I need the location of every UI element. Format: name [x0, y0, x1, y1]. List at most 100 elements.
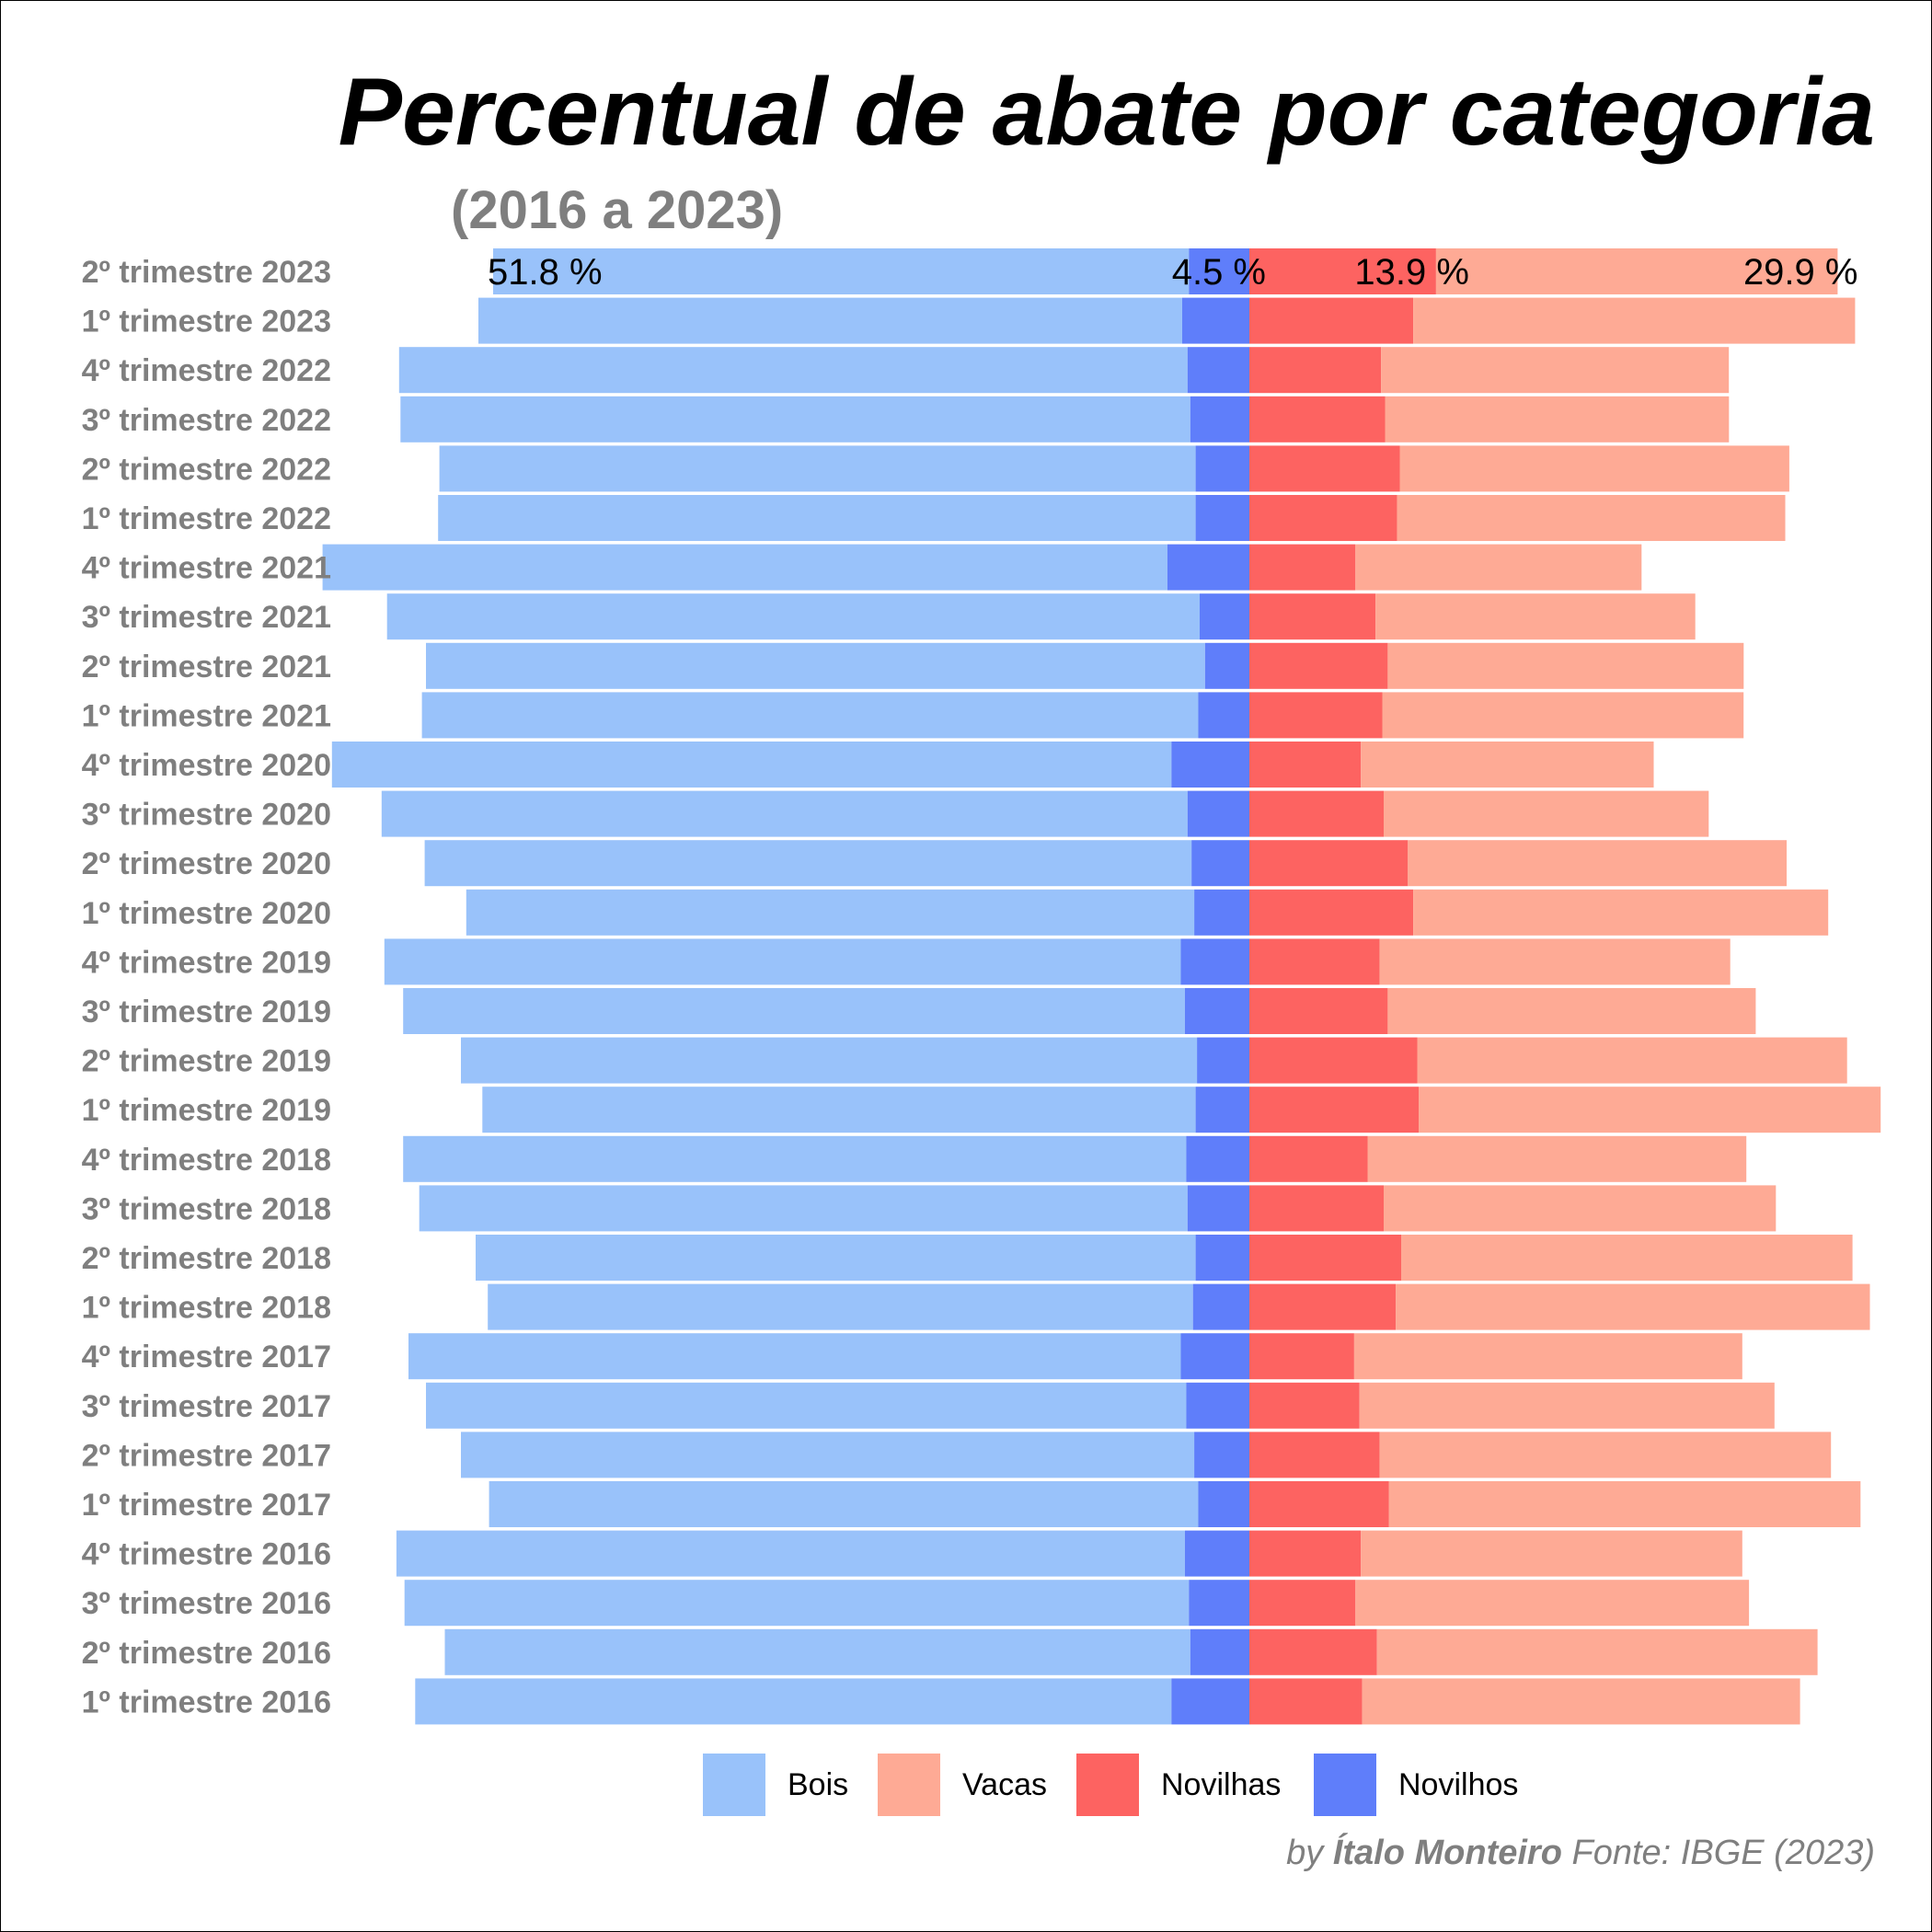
bar-vacas-1-trimestre-2023 — [1413, 297, 1856, 344]
bar-novilhas-3-trimestre-2017 — [1249, 1382, 1360, 1429]
bar-novilhos-2-trimestre-2022 — [1195, 445, 1249, 492]
bar-novilhas-1-trimestre-2022 — [1249, 495, 1397, 541]
bar-novilhos-4-trimestre-2016 — [1184, 1530, 1249, 1577]
diverging-bar-chart: 2º trimestre 2023 1º trimestre 2023 4º tri… — [82, 248, 1881, 1725]
tick-label-2-trimestre-2017: 2º trimestre 2017 — [82, 1438, 331, 1473]
bar-vacas-4-trimestre-2016 — [1361, 1530, 1742, 1577]
bar-vacas-1-trimestre-2016 — [1362, 1678, 1800, 1725]
bar-bois-1-trimestre-2020 — [466, 889, 1195, 936]
bar-vacas-2-trimestre-2016 — [1376, 1628, 1818, 1675]
bar-vacas-2-trimestre-2021 — [1387, 642, 1744, 689]
tick-label-2-trimestre-2022: 2º trimestre 2022 — [82, 452, 331, 487]
tick-label-1-trimestre-2019: 1º trimestre 2019 — [82, 1093, 331, 1128]
bar-novilhas-1-trimestre-2017 — [1249, 1481, 1389, 1527]
tick-label-3-trimestre-2017: 3º trimestre 2017 — [82, 1389, 331, 1424]
tick-label-3-trimestre-2020: 3º trimestre 2020 — [82, 798, 331, 833]
bar-novilhos-1-trimestre-2019 — [1195, 1087, 1249, 1133]
chart-subtitle: (2016 a 2023) — [451, 180, 784, 240]
bar-vacas-1-trimestre-2017 — [1388, 1481, 1861, 1527]
bar-novilhas-2-trimestre-2016 — [1249, 1628, 1377, 1675]
data-label-novilhas-top: 13.9 % — [1354, 252, 1469, 293]
bar-bois-1-trimestre-2019 — [482, 1087, 1196, 1133]
bar-vacas-4-trimestre-2022 — [1381, 347, 1730, 394]
tick-label-2-trimestre-2018: 2º trimestre 2018 — [82, 1241, 331, 1276]
bar-vacas-4-trimestre-2020 — [1361, 742, 1654, 788]
bar-bois-1-trimestre-2022 — [438, 495, 1196, 541]
bar-vacas-3-trimestre-2021 — [1375, 593, 1696, 640]
caption-source: Fonte: IBGE (2023) — [1571, 1834, 1876, 1872]
tick-label-2-trimestre-2021: 2º trimestre 2021 — [82, 650, 331, 684]
bar-novilhas-4-trimestre-2021 — [1249, 544, 1356, 591]
tick-label-4-trimestre-2018: 4º trimestre 2018 — [82, 1143, 331, 1178]
bar-bois-4-trimestre-2020 — [331, 742, 1172, 788]
bar-novilhas-2-trimestre-2021 — [1249, 642, 1388, 689]
bar-vacas-1-trimestre-2021 — [1382, 692, 1744, 739]
bar-novilhos-3-trimestre-2020 — [1187, 790, 1249, 837]
tick-label-4-trimestre-2022: 4º trimestre 2022 — [82, 353, 331, 388]
tick-label-3-trimestre-2016: 3º trimestre 2016 — [82, 1586, 331, 1621]
bar-bois-1-trimestre-2018 — [488, 1283, 1193, 1330]
bar-bois-1-trimestre-2021 — [421, 692, 1199, 739]
bar-vacas-2-trimestre-2020 — [1408, 840, 1787, 887]
bar-novilhas-4-trimestre-2020 — [1249, 742, 1362, 788]
tick-label-4-trimestre-2017: 4º trimestre 2017 — [82, 1340, 331, 1374]
tick-label-3-trimestre-2018: 3º trimestre 2018 — [82, 1191, 331, 1226]
bar-novilhos-2-trimestre-2019 — [1197, 1037, 1249, 1084]
bar-novilhas-1-trimestre-2023 — [1249, 297, 1414, 344]
legend-swatch-novilhas — [1076, 1754, 1139, 1816]
bar-vacas-2-trimestre-2017 — [1379, 1432, 1832, 1478]
bar-novilhas-4-trimestre-2018 — [1249, 1135, 1368, 1182]
caption-by: by — [1286, 1834, 1324, 1872]
tick-label-3-trimestre-2019: 3º trimestre 2019 — [82, 995, 331, 1029]
bar-novilhas-4-trimestre-2019 — [1249, 938, 1380, 985]
bar-vacas-2-trimestre-2018 — [1401, 1235, 1853, 1281]
bar-novilhos-4-trimestre-2017 — [1180, 1333, 1249, 1380]
bar-novilhas-4-trimestre-2017 — [1249, 1333, 1354, 1380]
bar-bois-1-trimestre-2023 — [478, 297, 1182, 344]
bar-vacas-3-trimestre-2018 — [1384, 1185, 1777, 1232]
bar-vacas-4-trimestre-2017 — [1353, 1333, 1742, 1380]
bar-novilhas-3-trimestre-2018 — [1249, 1185, 1384, 1232]
bar-novilhas-1-trimestre-2021 — [1249, 692, 1383, 739]
bar-vacas-1-trimestre-2019 — [1419, 1087, 1881, 1133]
bar-vacas-4-trimestre-2018 — [1367, 1135, 1747, 1182]
tick-label-1-trimestre-2017: 1º trimestre 2017 — [82, 1488, 331, 1523]
bar-vacas-4-trimestre-2019 — [1379, 938, 1731, 985]
bar-novilhos-3-trimestre-2017 — [1186, 1382, 1249, 1429]
tick-label-1-trimestre-2023: 1º trimestre 2023 — [82, 305, 331, 339]
legend-swatch-bois — [703, 1754, 765, 1816]
tick-label-1-trimestre-2022: 1º trimestre 2022 — [82, 501, 331, 536]
tick-label-1-trimestre-2018: 1º trimestre 2018 — [82, 1291, 331, 1326]
bar-bois-4-trimestre-2022 — [398, 347, 1188, 394]
legend-swatch-novilhos — [1314, 1754, 1376, 1816]
bar-novilhos-1-trimestre-2022 — [1195, 495, 1249, 541]
bar-bois-2-trimestre-2019 — [461, 1037, 1198, 1084]
bar-bois-3-trimestre-2022 — [400, 396, 1190, 443]
bar-bois-2-trimestre-2023 — [493, 248, 1190, 294]
tick-label-4-trimestre-2019: 4º trimestre 2019 — [82, 945, 331, 980]
bar-novilhos-1-trimestre-2023 — [1182, 297, 1249, 344]
bar-vacas-3-trimestre-2016 — [1355, 1580, 1750, 1627]
legend-label-novilhos: Novilhos — [1398, 1767, 1519, 1802]
bar-novilhas-3-trimestre-2021 — [1249, 593, 1376, 640]
bar-bois-3-trimestre-2020 — [381, 790, 1188, 837]
bar-novilhos-2-trimestre-2021 — [1204, 642, 1249, 689]
tick-label-3-trimestre-2021: 3º trimestre 2021 — [82, 600, 331, 635]
bar-novilhas-2-trimestre-2017 — [1249, 1432, 1380, 1478]
bar-bois-3-trimestre-2019 — [403, 988, 1185, 1034]
bar-bois-2-trimestre-2020 — [424, 840, 1192, 887]
legend-label-bois: Bois — [788, 1767, 849, 1802]
legend-swatch-vacas — [878, 1754, 940, 1816]
tick-label-4-trimestre-2020: 4º trimestre 2020 — [82, 748, 331, 783]
bar-bois-2-trimestre-2018 — [476, 1235, 1196, 1281]
bar-vacas-1-trimestre-2018 — [1396, 1283, 1870, 1330]
bar-novilhos-2-trimestre-2023 — [1189, 248, 1249, 294]
bar-bois-4-trimestre-2018 — [403, 1135, 1187, 1182]
bar-novilhos-3-trimestre-2018 — [1187, 1185, 1249, 1232]
bar-novilhos-3-trimestre-2019 — [1184, 988, 1249, 1034]
bar-novilhos-1-trimestre-2018 — [1192, 1283, 1249, 1330]
tick-label-2-trimestre-2023: 2º trimestre 2023 — [82, 255, 331, 290]
bar-vacas-1-trimestre-2022 — [1397, 495, 1786, 541]
bar-novilhos-4-trimestre-2019 — [1180, 938, 1249, 985]
chart-title: Percentual de abate por categoria — [338, 59, 1875, 166]
